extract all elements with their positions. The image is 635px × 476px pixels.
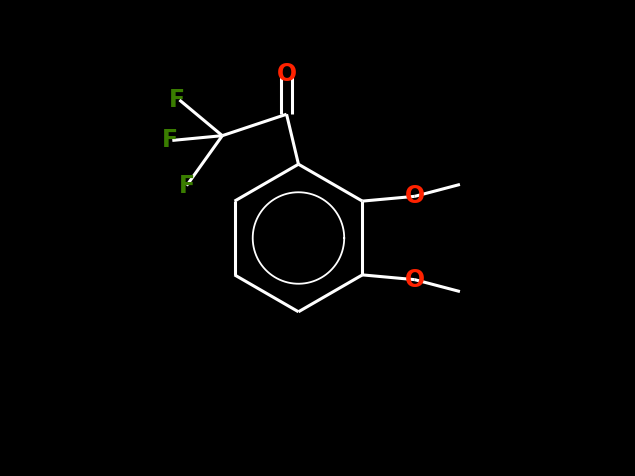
Text: F: F xyxy=(169,88,185,112)
Text: O: O xyxy=(276,62,297,86)
Text: F: F xyxy=(162,129,178,152)
Text: F: F xyxy=(178,174,195,198)
Text: O: O xyxy=(404,268,425,292)
Text: O: O xyxy=(404,184,425,208)
